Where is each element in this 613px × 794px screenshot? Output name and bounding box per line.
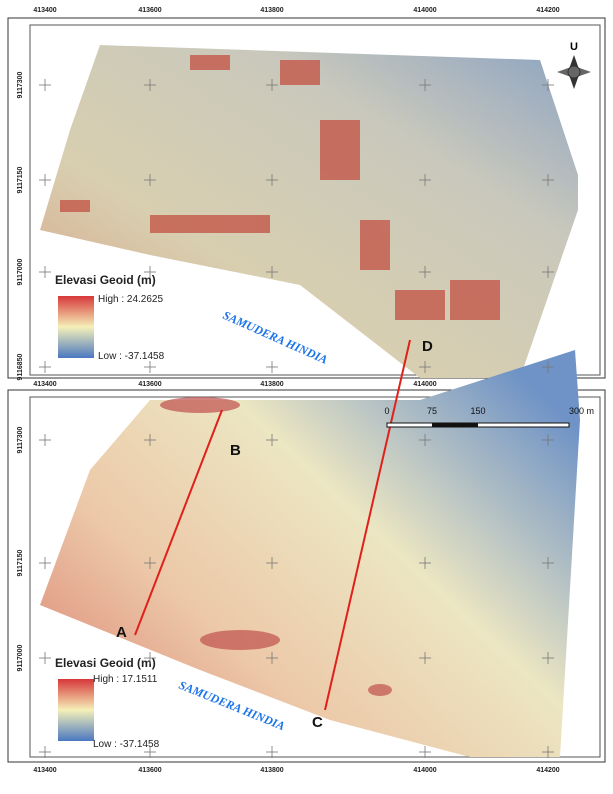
profile-point: B bbox=[230, 442, 241, 459]
profile-point: C bbox=[312, 714, 323, 731]
x-coord: 414000 bbox=[413, 767, 436, 774]
y-coord: 9117300 bbox=[17, 426, 24, 453]
x-coord: 413800 bbox=[260, 381, 283, 388]
legend-ramp bbox=[58, 296, 94, 358]
x-coord: 413400 bbox=[33, 381, 56, 388]
x-coord: 413400 bbox=[33, 7, 56, 14]
scale-label: 0 bbox=[384, 406, 389, 416]
x-coord: 413600 bbox=[138, 767, 161, 774]
profile-point: A bbox=[116, 624, 127, 641]
y-coord: 9117300 bbox=[17, 71, 24, 98]
x-coord: 413400 bbox=[33, 767, 56, 774]
north-label: U bbox=[570, 41, 578, 53]
x-coord: 414200 bbox=[536, 767, 559, 774]
y-coord: 9117150 bbox=[17, 549, 24, 576]
scale-label: 75 bbox=[427, 406, 437, 416]
y-coord: 9117000 bbox=[17, 644, 24, 671]
legend-low: Low : -37.1458 bbox=[98, 351, 165, 362]
x-coord: 413600 bbox=[138, 381, 161, 388]
y-coord: 9117150 bbox=[17, 166, 24, 193]
x-coord: 413800 bbox=[260, 767, 283, 774]
x-coord: 413800 bbox=[260, 7, 283, 14]
y-coord: 9117000 bbox=[17, 258, 24, 285]
x-coord: 414000 bbox=[413, 381, 436, 388]
scale-label: 300 m bbox=[569, 406, 594, 416]
x-coord: 414200 bbox=[536, 7, 559, 14]
legend-ramp bbox=[58, 679, 94, 741]
legend-high: High : 17.1511 bbox=[93, 674, 158, 685]
scale-label: 150 bbox=[470, 406, 485, 416]
x-coord: 414000 bbox=[413, 7, 436, 14]
y-coord: 9116850 bbox=[17, 353, 24, 380]
x-coord: 413600 bbox=[138, 7, 161, 14]
profile-point: D bbox=[422, 338, 433, 355]
map-bottom: A B C D 413400 413600 413800 414000 4142… bbox=[8, 338, 605, 774]
legend-title: Elevasi Geoid (m) bbox=[55, 656, 156, 670]
map-top: 413400 413600 413800 414000 414200 41340… bbox=[8, 7, 605, 388]
page: 413400 413600 413800 414000 414200 41340… bbox=[0, 0, 613, 794]
legend-title: Elevasi Geoid (m) bbox=[55, 273, 156, 287]
legend-high: High : 24.2625 bbox=[98, 294, 163, 305]
